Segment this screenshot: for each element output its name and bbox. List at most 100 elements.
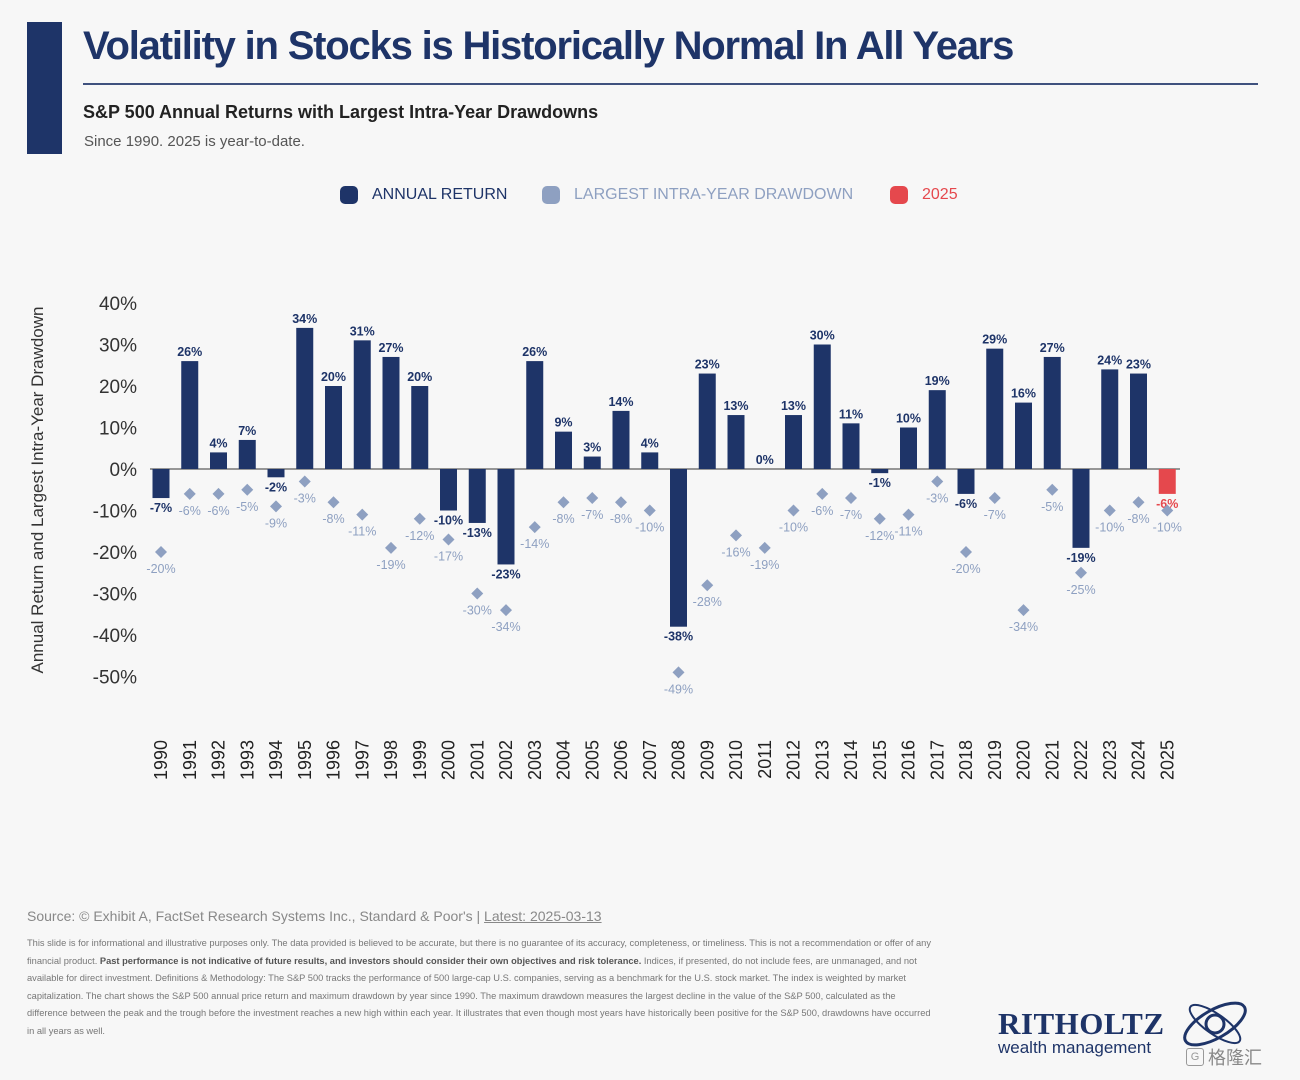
x-tick-label: 2019	[985, 740, 1005, 780]
return-bar	[698, 373, 716, 469]
drawdown-value-label: -11%	[348, 525, 376, 539]
return-value-label: 34%	[292, 312, 317, 326]
drawdown-value-label: -6%	[179, 504, 201, 518]
disclaimer: This slide is for informational and illu…	[27, 935, 932, 1040]
drawdown-value-label: -10%	[779, 521, 808, 535]
drawdown-marker	[471, 587, 484, 600]
drawdown-marker	[1132, 496, 1145, 509]
return-bar	[555, 431, 572, 469]
return-value-label: 20%	[407, 370, 432, 384]
legend-swatch-annual	[340, 186, 358, 204]
ritholtz-logo-icon	[1183, 1001, 1247, 1047]
legend-swatch-drawdown	[542, 186, 560, 204]
drawdown-value-label: -11%	[894, 525, 922, 539]
watermark-text: 格隆汇	[1208, 1048, 1262, 1068]
drawdown-value-label: -8%	[322, 512, 344, 526]
disclaimer-part-2: Indices, if presented, do not include fe…	[27, 955, 931, 1036]
drawdown-value-label: -10%	[1095, 521, 1124, 535]
return-value-label: 16%	[1011, 387, 1036, 401]
return-value-label: 31%	[350, 324, 375, 338]
drawdown-value-label: -17%	[434, 550, 463, 564]
drawdown-value-label: -14%	[520, 537, 549, 551]
x-tick-label: 1998	[381, 740, 401, 780]
return-bar	[727, 415, 745, 469]
y-tick-label: -10%	[93, 502, 137, 523]
return-value-label: 26%	[177, 345, 202, 359]
latest-date-link[interactable]: Latest: 2025-03-13	[484, 908, 602, 924]
drawdown-value-label: -6%	[811, 504, 833, 518]
y-tick-label: 0%	[110, 460, 138, 481]
drawdown-value-label: -30%	[463, 604, 492, 618]
drawdown-value-label: -19%	[750, 558, 779, 572]
y-tick-label: -50%	[93, 668, 137, 689]
return-bar	[1072, 469, 1090, 548]
drawdown-marker	[960, 546, 972, 558]
drawdown-marker	[672, 666, 685, 679]
return-bar	[353, 340, 371, 469]
return-bar	[382, 356, 400, 469]
x-tick-label: 2024	[1129, 740, 1149, 780]
drawdown-value-label: -3%	[926, 491, 948, 505]
returns-chart: 40% 30% 20% 10% 0% -10% -20% -30% -40% -50% -7% -20…	[93, 294, 1182, 780]
drawdown-marker	[270, 500, 282, 513]
return-bar	[842, 423, 860, 469]
legend-drawdown: LARGEST INTRA-YEAR DRAWDOWN	[542, 184, 853, 206]
x-tick-label: 2011	[755, 740, 775, 779]
disclaimer-bold: Past performance is not indicative of fu…	[99, 955, 642, 966]
drawdown-value-label: -16%	[721, 545, 750, 559]
x-tick-label: 2013	[812, 740, 832, 780]
x-tick-label: 2007	[640, 740, 660, 780]
return-bar	[1043, 356, 1061, 469]
legend-ytd: 2025	[890, 184, 958, 206]
drawdown-marker	[988, 492, 1001, 505]
return-value-label: 4%	[209, 436, 227, 450]
return-bar	[871, 469, 889, 474]
drawdown-value-label: -34%	[1009, 620, 1038, 634]
x-tick-label: 2016	[899, 740, 919, 780]
return-value-label: -38%	[664, 630, 693, 644]
return-bar	[210, 452, 227, 469]
x-tick-label: 1994	[266, 740, 286, 780]
x-tick-label: 2002	[496, 740, 516, 780]
return-bar	[900, 427, 917, 469]
return-bar	[267, 469, 285, 478]
return-value-label: -23%	[491, 567, 520, 581]
return-value-label: -6%	[955, 497, 977, 511]
x-tick-label: 2010	[726, 740, 746, 780]
return-value-label: 23%	[1126, 358, 1151, 372]
drawdown-value-label: -34%	[491, 620, 520, 634]
return-value-label: 11%	[839, 407, 863, 421]
x-tick-label: 2000	[439, 740, 459, 780]
drawdown-marker	[183, 487, 196, 500]
return-value-label: 3%	[583, 441, 601, 455]
return-bar	[468, 469, 486, 523]
legend-label-ytd: 2025	[922, 186, 958, 203]
legend-annual-return: ANNUAL RETURN	[340, 184, 507, 206]
x-tick-label: 2018	[956, 740, 976, 780]
return-bar	[1130, 373, 1147, 469]
return-value-label: -10%	[434, 514, 463, 528]
x-tick-label: 2001	[467, 740, 487, 780]
drawdown-value-label: -5%	[1041, 500, 1063, 514]
x-tick-label: 2009	[697, 740, 717, 780]
y-tick-label: 20%	[99, 377, 137, 398]
return-bar	[957, 469, 975, 494]
source-line: Source: © Exhibit A, FactSet Research Sy…	[27, 908, 602, 924]
brand-wordmark: RITHOLTZ wealth management	[998, 1006, 1165, 1058]
return-value-label: 23%	[695, 358, 720, 372]
y-tick-label: 40%	[99, 294, 137, 315]
return-value-label: -1%	[869, 476, 891, 490]
drawdown-value-label: -8%	[552, 512, 574, 526]
x-tick-label: 2014	[841, 740, 861, 780]
x-tick-label: 2021	[1042, 740, 1062, 780]
return-value-label: 10%	[896, 412, 921, 426]
drawdown-marker	[643, 504, 656, 517]
return-value-label: 13%	[781, 399, 806, 413]
drawdown-marker	[1161, 504, 1174, 517]
drawdown-value-label: -19%	[376, 558, 405, 572]
return-value-label: 7%	[238, 424, 256, 438]
return-value-label: 19%	[925, 374, 950, 388]
chart-note: Since 1990. 2025 is year-to-date.	[84, 133, 305, 150]
return-value-label: 14%	[608, 395, 633, 409]
x-tick-label: 2004	[554, 740, 574, 780]
